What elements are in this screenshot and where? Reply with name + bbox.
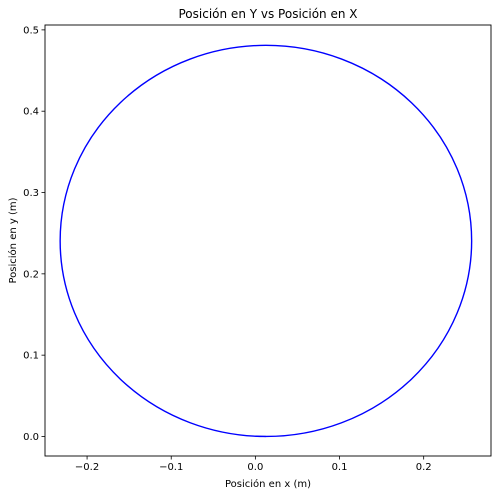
y-tick-label: 0.4 xyxy=(23,107,39,118)
y-tick-label: 0.5 xyxy=(23,25,39,36)
y-axis-ticks: 0.0 0.1 0.2 0.3 0.4 0.5 xyxy=(23,25,45,443)
x-axis-label: Posición en x (m) xyxy=(225,478,311,490)
x-tick-label: −0.2 xyxy=(75,462,99,473)
x-tick-label: 0.2 xyxy=(416,462,432,473)
y-tick-label: 0.0 xyxy=(23,432,39,443)
series-layer xyxy=(59,44,473,438)
plot-area xyxy=(45,25,491,456)
y-tick-label: 0.2 xyxy=(23,269,39,280)
y-tick-label: 0.1 xyxy=(23,351,39,362)
x-tick-label: −0.1 xyxy=(159,462,183,473)
y-axis-label: Posición en y (m) xyxy=(7,197,19,283)
x-tick-label: 0.1 xyxy=(332,462,348,473)
x-axis-ticks: −0.2 −0.1 0.0 0.1 0.2 xyxy=(75,456,432,473)
x-tick-label: 0.0 xyxy=(247,462,263,473)
chart-title: Posición en Y vs Posición en X xyxy=(179,7,358,21)
plot-frame xyxy=(44,24,492,457)
y-tick-label: 0.3 xyxy=(23,188,39,199)
